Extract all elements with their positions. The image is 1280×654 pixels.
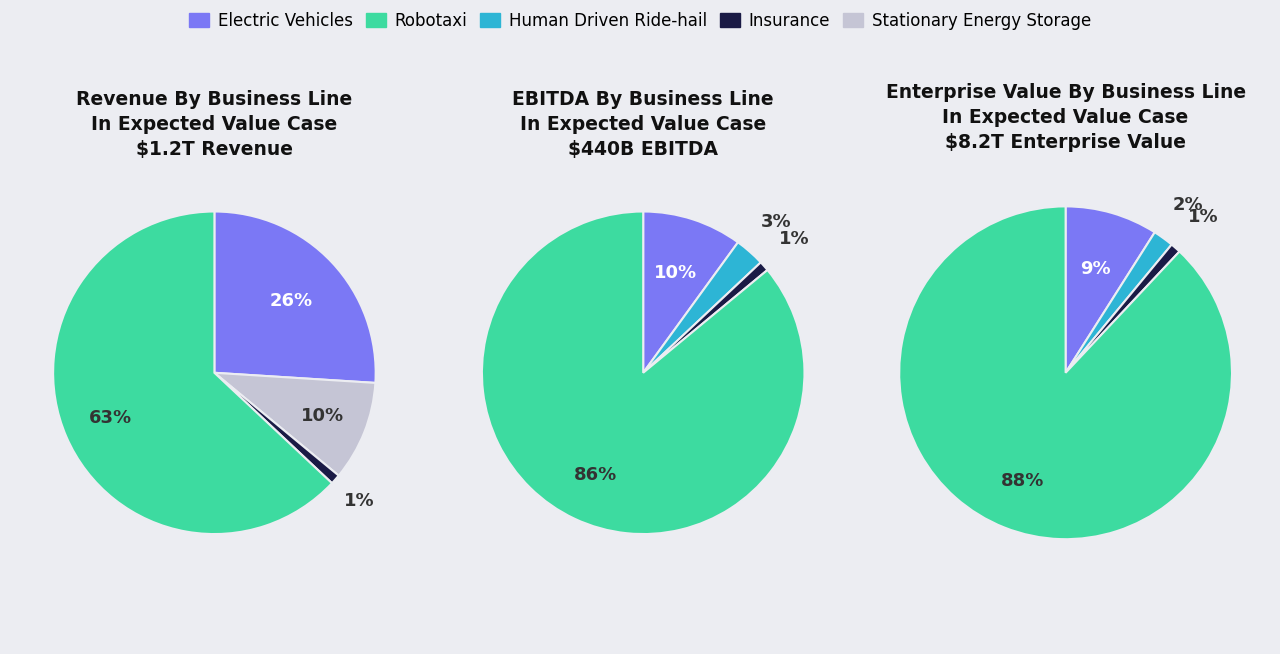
Wedge shape xyxy=(900,207,1231,539)
Wedge shape xyxy=(643,242,760,373)
Wedge shape xyxy=(54,211,332,534)
Text: 1%: 1% xyxy=(344,492,375,509)
Wedge shape xyxy=(1065,207,1155,373)
Wedge shape xyxy=(1066,245,1179,373)
Title: EBITDA By Business Line
In Expected Value Case
$440B EBITDA: EBITDA By Business Line In Expected Valu… xyxy=(512,90,774,158)
Text: 10%: 10% xyxy=(654,264,698,282)
Text: 1%: 1% xyxy=(780,230,810,249)
Text: 9%: 9% xyxy=(1080,260,1111,278)
Text: 1%: 1% xyxy=(1188,208,1219,226)
Wedge shape xyxy=(643,262,768,373)
Wedge shape xyxy=(215,373,375,475)
Wedge shape xyxy=(214,211,375,383)
Title: Revenue By Business Line
In Expected Value Case
$1.2T Revenue: Revenue By Business Line In Expected Val… xyxy=(77,90,352,158)
Text: 86%: 86% xyxy=(573,466,617,484)
Text: 26%: 26% xyxy=(269,292,312,310)
Wedge shape xyxy=(643,211,739,373)
Text: 63%: 63% xyxy=(90,409,132,426)
Text: 2%: 2% xyxy=(1172,196,1203,213)
Text: 88%: 88% xyxy=(1001,472,1044,490)
Text: 10%: 10% xyxy=(301,407,344,424)
Wedge shape xyxy=(483,211,804,534)
Text: 3%: 3% xyxy=(762,213,792,231)
Wedge shape xyxy=(215,373,339,483)
Wedge shape xyxy=(1066,232,1171,373)
Title: Enterprise Value By Business Line
In Expected Value Case
$8.2T Enterprise Value: Enterprise Value By Business Line In Exp… xyxy=(886,83,1245,152)
Legend: Electric Vehicles, Robotaxi, Human Driven Ride-hail, Insurance, Stationary Energ: Electric Vehicles, Robotaxi, Human Drive… xyxy=(186,9,1094,33)
